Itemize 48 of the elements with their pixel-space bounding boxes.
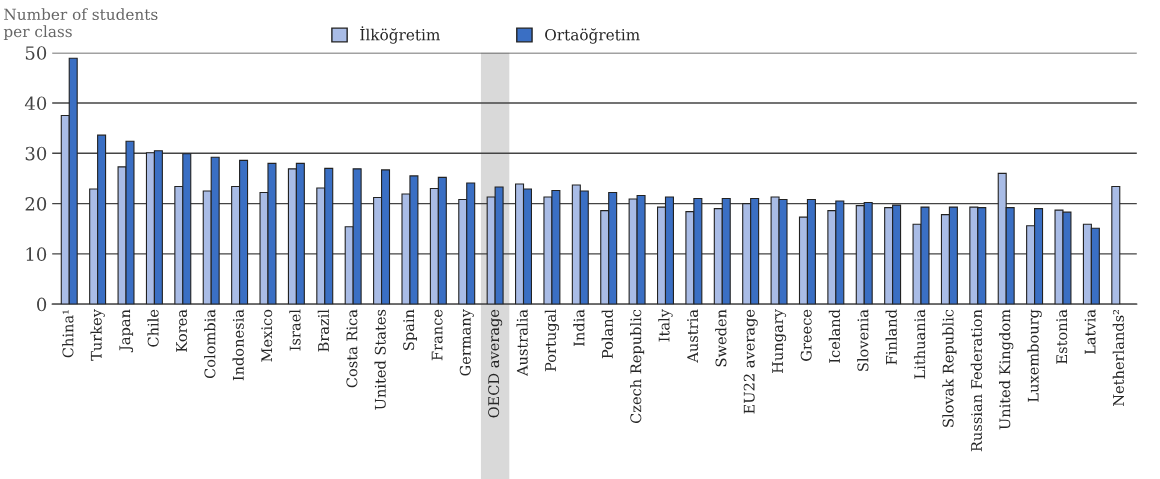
bar xyxy=(1111,185,1121,305)
y-axis-title: Number of students per class xyxy=(3,8,158,41)
x-tick-label: Costa Rica xyxy=(346,309,358,388)
x-tick-label: Estonia xyxy=(1056,309,1068,364)
x-tick-label: EU22 average xyxy=(743,309,758,414)
x-tick-label: Chile xyxy=(147,309,159,347)
x-tick-label: Slovak Republic xyxy=(942,309,957,427)
x-tick-label: France xyxy=(431,309,443,361)
x-tick-label: Spain xyxy=(403,309,417,350)
x-tick-label: Sweden xyxy=(715,309,727,367)
x-tick-label: Korea xyxy=(176,309,188,352)
x-tick-label: Portugal xyxy=(544,309,560,372)
legend-label: İlköğretim xyxy=(360,26,440,44)
x-tick-label: Luxembourg xyxy=(1027,309,1042,402)
y-tick-label: 50 xyxy=(25,46,47,60)
y-tick-label: 10 xyxy=(26,247,47,261)
x-tick-label: Greece xyxy=(800,309,812,361)
x-tick-label: Australia xyxy=(516,309,528,377)
x-tick-label: Lithuania xyxy=(913,309,926,379)
x-tick-label: Colombia xyxy=(204,309,216,379)
x-tick-label: Turkey xyxy=(90,309,105,361)
x-tick-label: Mexico xyxy=(261,309,273,362)
x-tick-label: Finland xyxy=(885,309,897,365)
x-tick-label: China¹ xyxy=(62,310,74,358)
x-tick-label: Japan xyxy=(119,309,134,353)
y-tick-label: 40 xyxy=(24,96,47,111)
x-tick-label: Italy xyxy=(658,309,673,342)
x-tick-label: Russian Federation xyxy=(970,309,983,452)
y-tick-label: 30 xyxy=(25,146,47,161)
x-tick-label: Austria xyxy=(687,309,699,363)
x-tick-label: Czech Republic xyxy=(630,309,645,424)
x-tick-label: Hungary xyxy=(772,309,787,373)
x-tick-label: United States xyxy=(374,309,386,410)
y-tick-label: 0 xyxy=(37,297,47,312)
x-tick-label: Iceland xyxy=(828,309,841,363)
x-tick-label: Israel xyxy=(289,309,301,351)
x-tick-label: Indonesia xyxy=(232,309,244,381)
x-tick-label: Slovenia xyxy=(857,309,869,371)
x-tick-label: United Kingdom xyxy=(999,309,1014,430)
x-tick-label: Poland xyxy=(601,309,613,359)
x-tick-label: Germany xyxy=(459,309,474,376)
x-tick-label: OECD average xyxy=(488,309,503,418)
x-tick-label: India xyxy=(573,309,585,347)
x-tick-label: Latvia xyxy=(1084,309,1096,355)
y-tick-label: 20 xyxy=(25,197,47,211)
legend-label: Ortaöğretim xyxy=(545,28,640,44)
x-tick-label: Brazil xyxy=(317,309,329,352)
x-tick-label: Netherlands² xyxy=(1112,309,1124,406)
